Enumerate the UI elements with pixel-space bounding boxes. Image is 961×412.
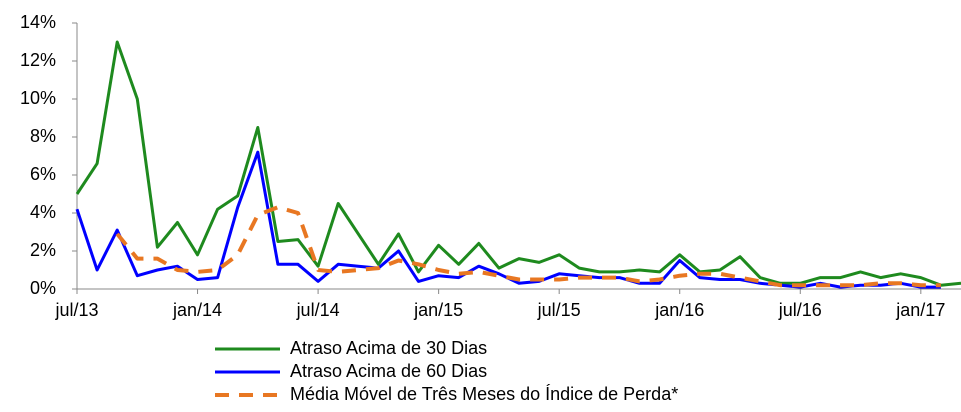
x-tick-label: jul/15 — [537, 300, 581, 320]
y-tick-label: 2% — [30, 240, 56, 260]
x-tick-label: jan/17 — [895, 300, 945, 320]
x-tick-label: jan/15 — [413, 300, 463, 320]
y-tick-label: 6% — [30, 164, 56, 184]
legend-label: Atraso Acima de 60 Dias — [290, 361, 487, 381]
series-line — [75, 150, 941, 289]
series-line — [75, 40, 961, 287]
y-tick-label: 0% — [30, 278, 56, 298]
y-tick-label: 14% — [20, 12, 56, 32]
y-tick-label: 10% — [20, 88, 56, 108]
series-line — [115, 205, 941, 288]
y-tick-label: 8% — [30, 126, 56, 146]
x-tick-label: jul/14 — [296, 300, 340, 320]
legend-label: Média Móvel de Três Meses do Índice de P… — [290, 384, 678, 404]
y-tick-label: 12% — [20, 50, 56, 70]
y-tick-label: 4% — [30, 202, 56, 222]
x-tick-label: jul/13 — [54, 300, 98, 320]
legend-label: Atraso Acima de 30 Dias — [290, 338, 487, 358]
x-tick-label: jan/14 — [172, 300, 222, 320]
x-tick-label: jul/16 — [778, 300, 822, 320]
x-tick-label: jan/16 — [654, 300, 704, 320]
